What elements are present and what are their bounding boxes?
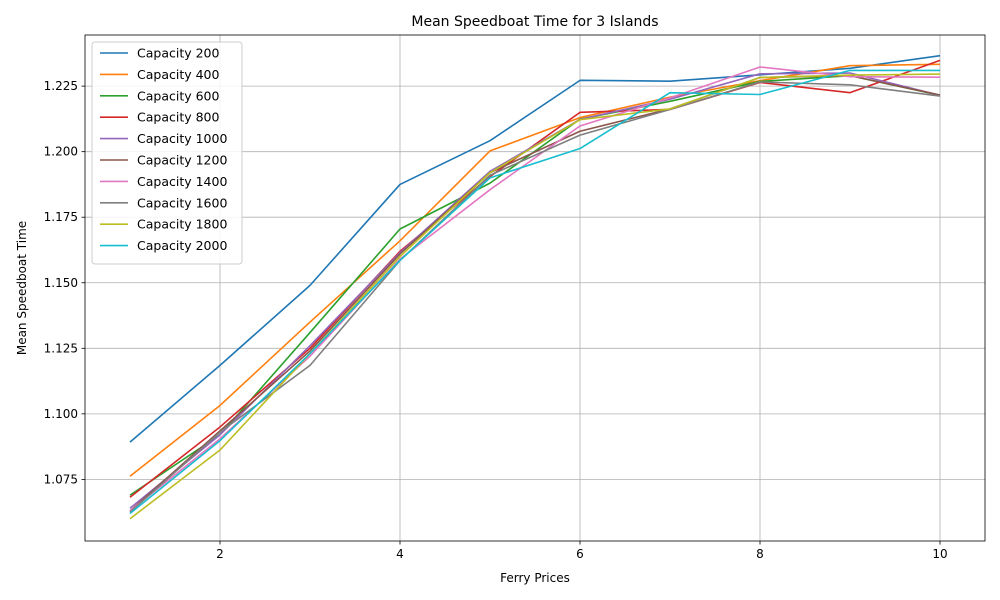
y-axis-label: Mean Speedboat Time	[15, 221, 29, 355]
y-tick-label: 1.150	[44, 276, 78, 290]
x-tick-label: 4	[396, 547, 404, 561]
y-tick-label: 1.125	[44, 341, 78, 355]
legend-entry: Capacity 400	[137, 67, 220, 82]
axis-ticks: 2 4 6 8 10 1.075 1.100 1.125 1.150 1.175 1.200 1.22…	[44, 79, 948, 561]
legend-entry: Capacity 600	[137, 88, 220, 103]
y-tick-label: 1.175	[44, 210, 78, 224]
x-axis-label: Ferry Prices	[500, 571, 570, 585]
series-line-10	[129, 69, 940, 515]
series-lines	[129, 54, 941, 520]
x-tick-label: 6	[576, 547, 584, 561]
series-line-9	[129, 73, 941, 520]
plot-frame	[84, 34, 986, 542]
y-tick-label: 1.200	[44, 145, 78, 159]
legend-entry: Capacity 2000	[137, 238, 227, 253]
legend-entry: Capacity 800	[137, 110, 220, 125]
y-tick-label: 1.075	[44, 472, 78, 486]
legend-entry: Capacity 200	[137, 46, 220, 61]
y-tick-label: 1.225	[44, 79, 78, 93]
legend-entry: Capacity 1200	[137, 153, 227, 168]
legend-entry: Capacity 1600	[137, 195, 227, 210]
legend-entry: Capacity 1400	[137, 174, 227, 189]
legend: Capacity 200 Capacity 400 Capacity 600 Capa…	[91, 41, 243, 265]
x-tick-label: 10	[932, 547, 947, 561]
legend-entry: Capacity 1000	[137, 131, 227, 146]
y-tick-label: 1.100	[44, 407, 78, 421]
legend-entry: Capacity 1800	[137, 217, 227, 232]
series-line-8	[129, 81, 941, 513]
x-tick-label: 2	[216, 547, 224, 561]
x-tick-label: 8	[756, 547, 764, 561]
chart-title: Mean Speedboat Time for 3 Islands	[411, 14, 658, 30]
legend-box	[91, 41, 243, 265]
